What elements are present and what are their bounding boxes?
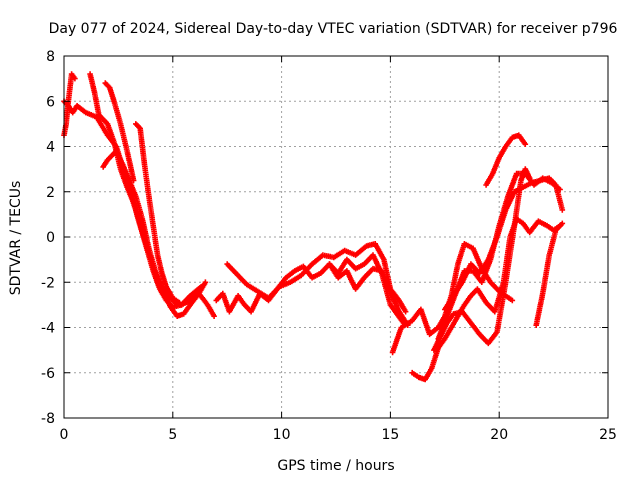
y-tick-label: 0 bbox=[46, 230, 55, 246]
data-point-markers bbox=[100, 148, 204, 308]
data-point-markers bbox=[87, 71, 217, 319]
data-point-markers bbox=[102, 80, 137, 184]
axis-ticks bbox=[63, 55, 609, 419]
x-tick-label: 5 bbox=[168, 427, 177, 443]
series-track-5 bbox=[102, 80, 137, 184]
y-tick-label: -4 bbox=[41, 321, 55, 337]
y-tick-label: 6 bbox=[46, 94, 55, 110]
series-track-16 bbox=[533, 220, 566, 328]
y-axis-tick-labels: -8 -6 -4 -2 0 2 4 6 8 bbox=[41, 49, 55, 427]
x-tick-label: 20 bbox=[490, 427, 508, 443]
series-track-14 bbox=[442, 175, 566, 313]
series-track-9 bbox=[326, 261, 411, 328]
y-tick-label: -2 bbox=[41, 275, 55, 291]
x-axis-tick-labels: 0 5 10 15 20 25 bbox=[60, 427, 617, 443]
y-tick-label: -6 bbox=[41, 366, 55, 382]
series-track-4 bbox=[100, 148, 204, 308]
y-tick-label: 2 bbox=[46, 185, 55, 201]
data-point-markers bbox=[483, 132, 529, 188]
y-tick-label: 4 bbox=[46, 140, 55, 156]
x-tick-label: 10 bbox=[273, 427, 291, 443]
data-point-markers bbox=[326, 261, 411, 328]
y-axis-label: SDTVAR / TECUs bbox=[8, 181, 24, 296]
x-tick-label: 25 bbox=[599, 427, 617, 443]
data-point-markers bbox=[533, 220, 566, 328]
data-point-markers bbox=[442, 175, 566, 313]
series-track-8 bbox=[224, 241, 409, 315]
x-tick-label: 15 bbox=[381, 427, 399, 443]
data-points bbox=[61, 71, 566, 383]
y-tick-label: -8 bbox=[41, 411, 55, 427]
series-track-6 bbox=[133, 121, 183, 306]
x-tick-label: 0 bbox=[60, 427, 69, 443]
series-track-15 bbox=[483, 132, 529, 188]
y-tick-label: 8 bbox=[46, 49, 55, 65]
chart-title: Day 077 of 2024, Sidereal Day-to-day VTE… bbox=[49, 21, 618, 37]
series-track-3 bbox=[87, 71, 217, 319]
data-point-markers bbox=[133, 121, 183, 306]
data-point-markers bbox=[224, 241, 409, 315]
x-axis-label: GPS time / hours bbox=[277, 458, 394, 474]
